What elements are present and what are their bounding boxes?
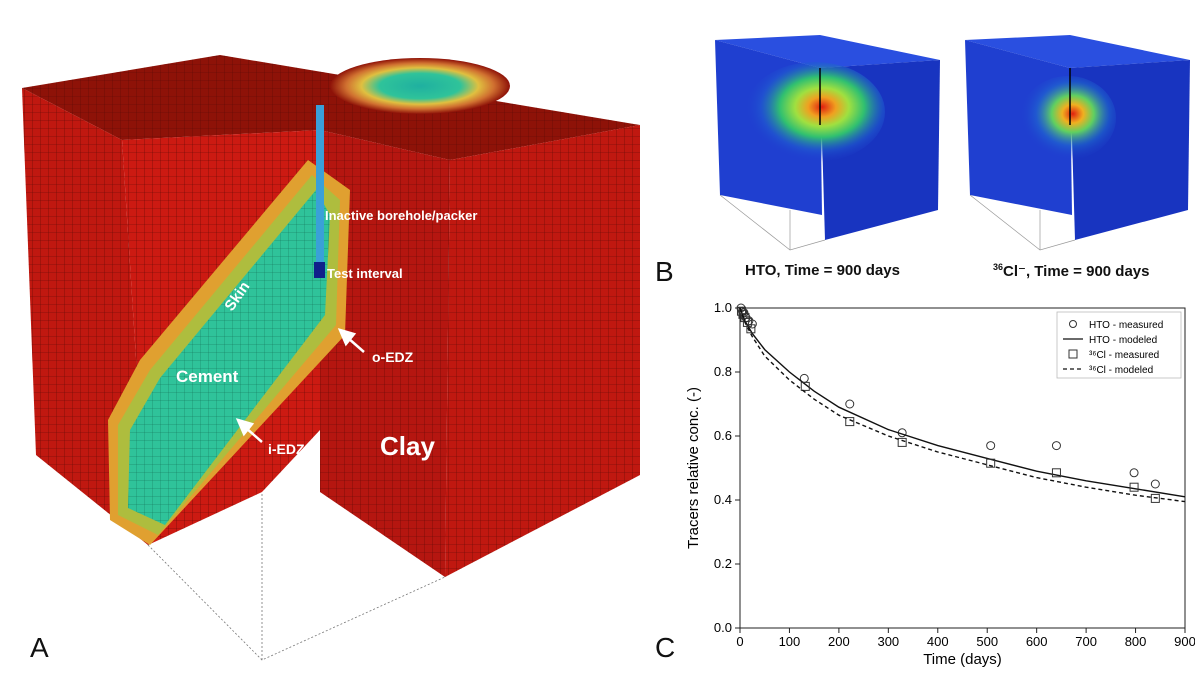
data-point — [897, 437, 907, 447]
borehole — [316, 105, 324, 275]
series-line-1 — [739, 307, 1186, 498]
chart-legend: HTO - measured HTO - modeled ³⁶Cl - measur… — [1056, 311, 1182, 379]
data-point — [1129, 482, 1139, 492]
caption-hto-time: , Time = 900 days — [776, 262, 900, 279]
caption-hto-tracer: HTO — [745, 262, 777, 279]
caption-cl: 36Cl⁻, Time = 900 days — [993, 262, 1150, 280]
label-test-interval: Test interval — [327, 266, 403, 281]
data-point — [845, 417, 855, 427]
panel-letter-c: C — [655, 632, 676, 663]
label-clay: Clay — [380, 431, 435, 461]
x-tick-label: 800 — [1125, 634, 1147, 649]
caption-cl-time: , Time = 900 days — [1025, 263, 1150, 280]
data-point — [1129, 468, 1139, 478]
top-tracer-ring — [330, 58, 510, 114]
x-tick-label: 500 — [976, 634, 998, 649]
x-tick-label: 200 — [828, 634, 850, 649]
data-point — [986, 458, 996, 468]
x-tick-label: 0 — [736, 634, 743, 649]
concentration-chart: 0 100 200 300 400 500 600 700 800 900 0.0 0.2 0.4 0.6… — [685, 300, 1195, 668]
legend-box — [1056, 311, 1182, 379]
y-tick-label: 0.8 — [714, 364, 732, 379]
label-arrows — [235, 328, 365, 443]
data-point — [736, 306, 746, 316]
legend-entry: HTO - modeled — [1089, 335, 1157, 346]
tracer-snapshots — [715, 35, 1190, 251]
hto-snapshot — [715, 35, 940, 251]
data-point — [747, 319, 757, 329]
x-tick-label: 300 — [877, 634, 899, 649]
x-tick-label: 700 — [1075, 634, 1097, 649]
x-tick-label: 100 — [779, 634, 801, 649]
label-oedz: o-EDZ — [372, 349, 414, 365]
data-point — [1051, 468, 1061, 478]
y-tick-label: 1.0 — [714, 300, 732, 315]
cutout-wireframe — [147, 492, 446, 661]
data-point — [742, 317, 752, 327]
data-point — [1150, 479, 1160, 489]
data-point — [986, 441, 996, 451]
plot-frame — [739, 307, 1186, 629]
mesh-model-3d: Inactive borehole/packer Test interval S… — [22, 55, 640, 661]
data-point — [845, 399, 855, 409]
cl-snapshot — [965, 35, 1190, 251]
label-iedz: i-EDZ — [268, 441, 305, 457]
data-point — [746, 324, 756, 334]
caption-cl-tracer: Cl⁻ — [1003, 263, 1026, 280]
data-point — [1150, 493, 1160, 503]
label-borehole: Inactive borehole/packer — [325, 208, 477, 223]
label-cement: Cement — [176, 367, 239, 386]
y-tick-label: 0.2 — [714, 556, 732, 571]
panel-letter-a: A — [30, 632, 49, 663]
chart-axes: 0 100 200 300 400 500 600 700 800 900 0.0 0.2 0.4 0.6… — [714, 300, 1195, 649]
y-axis-label: Tracers relative conc. (-) — [685, 387, 702, 549]
legend-entry: HTO - measured — [1089, 320, 1163, 331]
test-interval-block — [314, 262, 325, 278]
y-tick-label: 0.6 — [714, 428, 732, 443]
chart-series — [736, 303, 1186, 503]
x-tick-label: 400 — [927, 634, 949, 649]
series-line-3 — [739, 307, 1186, 503]
legend-marker — [1068, 349, 1078, 359]
x-tick-label: 600 — [1026, 634, 1048, 649]
x-tick-label: 900 — [1174, 634, 1195, 649]
x-axis-label: Time (days) — [923, 651, 1002, 668]
legend-entry: ³⁶Cl - modeled — [1089, 365, 1153, 376]
data-point — [1051, 441, 1061, 451]
legend-marker — [1069, 320, 1077, 328]
data-point — [800, 381, 810, 391]
panel-letter-b: B — [655, 256, 674, 287]
legend-entry: ³⁶Cl - measured — [1089, 350, 1159, 361]
caption-cl-sup: 36 — [993, 262, 1004, 272]
y-tick-label: 0.0 — [714, 620, 732, 635]
y-tick-label: 0.4 — [714, 492, 732, 507]
caption-hto: HTO, Time = 900 days — [745, 262, 900, 279]
